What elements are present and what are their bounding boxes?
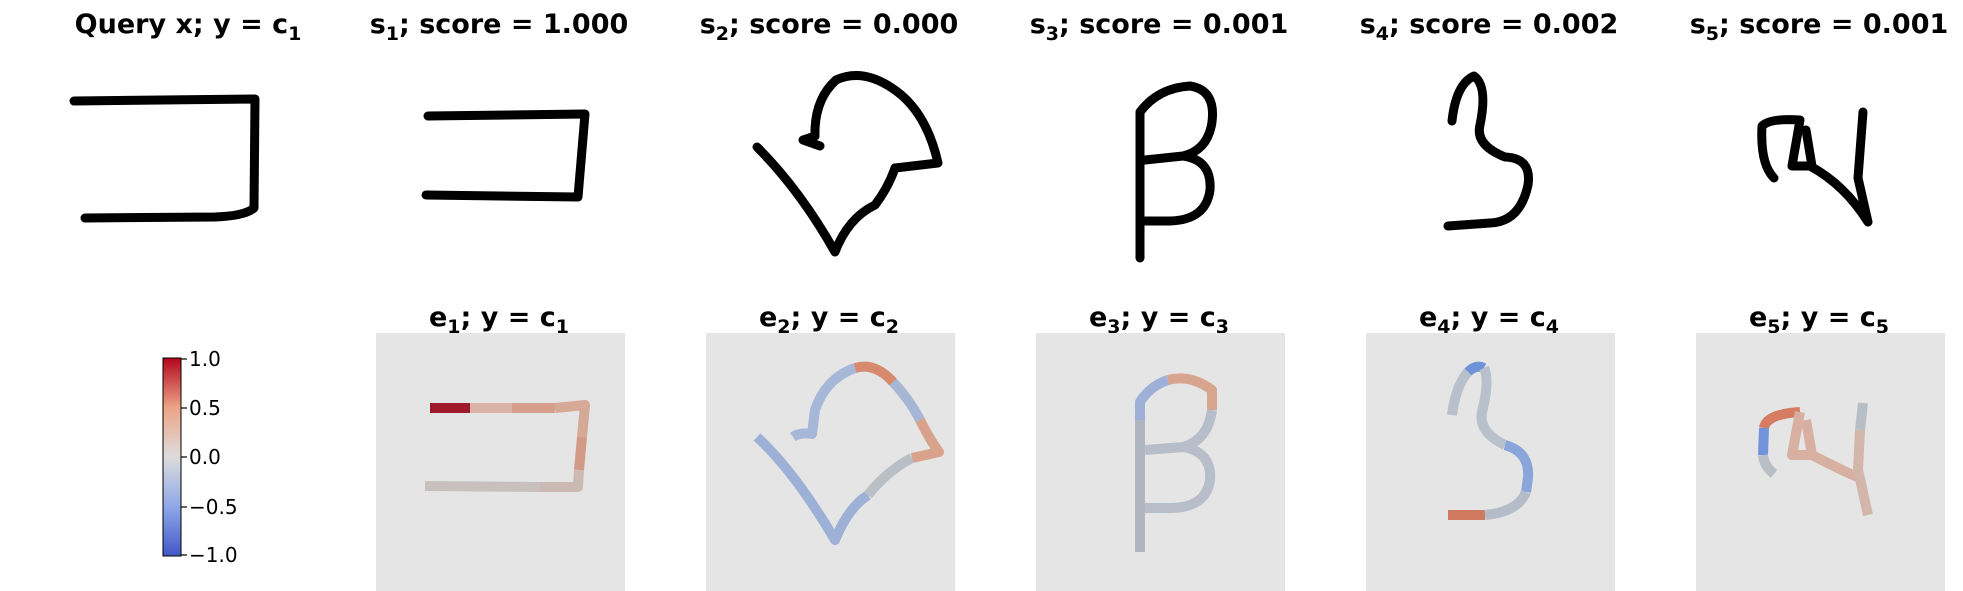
query-glyph	[69, 94, 260, 223]
e3-title: e3; y = c3	[1089, 302, 1229, 338]
s5-glyph	[1757, 107, 1873, 227]
e5-segment	[1853, 429, 1873, 517]
e2-segment	[753, 433, 871, 545]
s1-title: s1; score = 1.000	[370, 9, 629, 45]
e5-segment	[1758, 427, 1769, 456]
e2-segment	[853, 361, 897, 386]
e4-segment	[1464, 361, 1487, 376]
e4-segment	[1447, 365, 1508, 450]
e1-segment	[554, 400, 590, 438]
s2-glyph	[752, 71, 943, 257]
s1-glyph	[421, 109, 590, 202]
e1-segment	[540, 469, 584, 492]
e4-title: e4; y = c4	[1419, 302, 1559, 338]
e3-segment	[1144, 409, 1217, 513]
s4-glyph	[1443, 71, 1534, 231]
s2-title: s2; score = 0.000	[700, 9, 959, 45]
colorbar-tick-label: −0.5	[189, 495, 238, 519]
e1-title: e1; y = c1	[429, 302, 569, 338]
e4-segment	[1484, 489, 1531, 520]
e1-segment	[424, 481, 541, 492]
e2-segment	[790, 363, 857, 442]
colorbar-tick-label: −1.0	[189, 543, 238, 567]
e5-segment	[1758, 402, 1868, 478]
colorbar-tick-label: 0.5	[189, 396, 221, 420]
s5-title: s5; score = 0.001	[1690, 9, 1949, 45]
colorbar-tick-label: 1.0	[189, 347, 221, 371]
e2-segment	[889, 378, 925, 423]
e2-segment	[910, 417, 944, 463]
query-title: Query x; y = c1	[75, 9, 302, 45]
e1-panel	[376, 333, 625, 591]
s4-title: s4; score = 0.002	[1360, 9, 1619, 45]
e5-title: e5; y = c5	[1749, 302, 1889, 338]
e1-segment	[574, 436, 587, 471]
e2-panel	[706, 333, 955, 591]
colorbar-tick-label: 0.0	[189, 445, 221, 469]
e2-segment	[864, 453, 915, 499]
s3-title: s3; score = 0.001	[1030, 9, 1289, 45]
e3-segment	[1135, 375, 1170, 420]
e5-segment	[1759, 407, 1801, 430]
s3-glyph	[1135, 81, 1218, 263]
e3-segment	[1166, 373, 1217, 410]
colorbar	[162, 357, 182, 557]
e4-segment	[1503, 440, 1534, 493]
e3-panel	[1036, 333, 1285, 591]
e2-title: e2; y = c2	[759, 302, 899, 338]
